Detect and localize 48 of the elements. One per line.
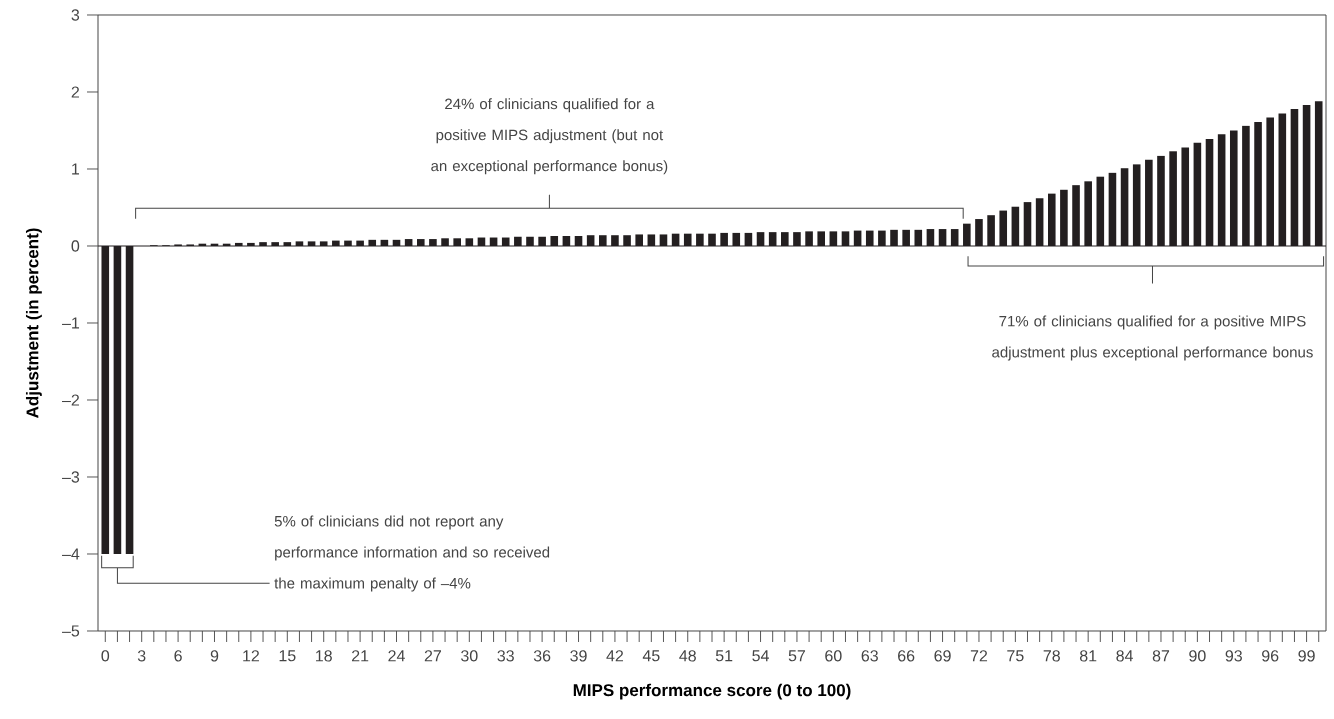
x-tick-label: 87 bbox=[1152, 650, 1170, 662]
x-tick-label: 48 bbox=[679, 650, 696, 662]
x-tick-label: 33 bbox=[497, 650, 514, 662]
x-tick-label: 0 bbox=[101, 650, 110, 662]
x-tick-label: 24 bbox=[388, 650, 405, 662]
y-axis-title: Adjustment (in percent) bbox=[25, 228, 42, 418]
y-tick-label: 2 bbox=[71, 86, 79, 98]
x-tick-label: 81 bbox=[1079, 650, 1097, 662]
y-tick-label: 3 bbox=[71, 9, 80, 21]
x-tick-label: 30 bbox=[461, 650, 478, 662]
y-tick-label: –2 bbox=[62, 394, 79, 406]
x-tick-label: 21 bbox=[352, 650, 369, 662]
x-tick-label: 6 bbox=[174, 650, 182, 662]
x-tick-label: 63 bbox=[861, 650, 878, 662]
y-tick-label: –1 bbox=[62, 317, 80, 329]
x-tick-label: 45 bbox=[642, 650, 660, 662]
x-tick-label: 42 bbox=[606, 650, 624, 662]
y-tick-label: –4 bbox=[62, 548, 80, 560]
x-tick-label: 69 bbox=[934, 650, 951, 662]
x-tick-label: 36 bbox=[533, 650, 551, 662]
x-tick-label: 66 bbox=[898, 650, 915, 662]
x-tick-label: 54 bbox=[752, 650, 769, 662]
x-tick-label: 12 bbox=[243, 650, 259, 662]
x-tick-label: 99 bbox=[1298, 650, 1315, 662]
x-tick-label: 51 bbox=[715, 650, 733, 662]
x-tick-label: 9 bbox=[210, 650, 219, 662]
x-tick-label: 60 bbox=[825, 650, 842, 662]
x-tick-label: 72 bbox=[970, 650, 988, 662]
y-tick-label: 0 bbox=[71, 240, 80, 252]
x-tick-label: 3 bbox=[137, 650, 146, 662]
x-tick-label: 75 bbox=[1007, 650, 1024, 662]
x-tick-label: 93 bbox=[1225, 650, 1242, 662]
annotation: 5% of clinicians did not report any performance information and so received the maximum penalty of –4% bbox=[274, 515, 550, 592]
x-tick-label: 39 bbox=[570, 650, 587, 662]
x-tick-label: 18 bbox=[316, 650, 332, 662]
annotation: 71% of clinicians qualified for a positive MIPS adjustment plus exceptional performance bonus bbox=[992, 315, 1313, 361]
y-tick-label: 1 bbox=[72, 163, 80, 175]
x-tick-label: 84 bbox=[1116, 650, 1133, 662]
annotation: 24% of clinicians qualified for a positive MIPS adjustment (but not an exceptional performance bonus) bbox=[431, 98, 668, 175]
x-axis-title: MIPS performance score (0 to 100) bbox=[573, 683, 851, 700]
x-tick-label: 15 bbox=[279, 650, 296, 662]
y-tick-label: –5 bbox=[62, 625, 80, 637]
x-tick-label: 96 bbox=[1262, 650, 1279, 662]
y-tick-label: –3 bbox=[62, 471, 80, 483]
x-tick-label: 57 bbox=[788, 650, 806, 662]
x-tick-label: 27 bbox=[424, 650, 442, 662]
x-tick-label: 90 bbox=[1189, 650, 1206, 662]
x-tick-label: 78 bbox=[1043, 650, 1060, 662]
